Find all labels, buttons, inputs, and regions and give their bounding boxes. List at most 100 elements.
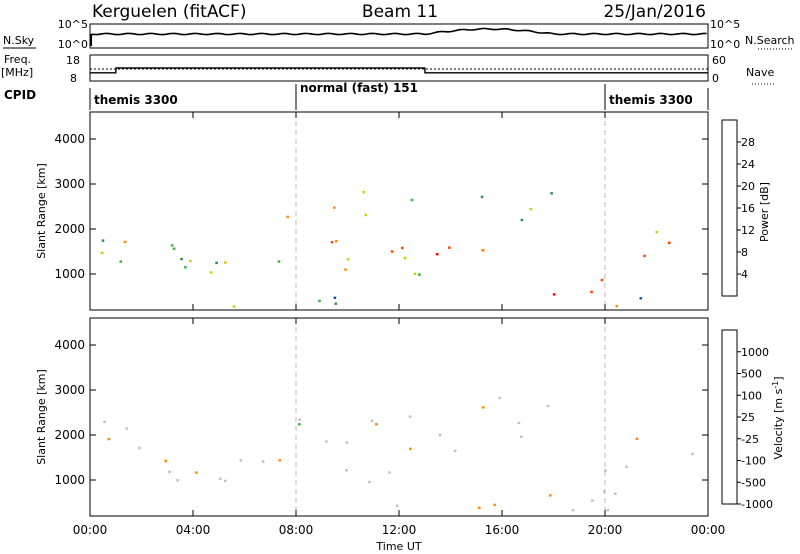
nave-label: Nave (746, 66, 774, 79)
echo-cell (448, 246, 451, 249)
echo-cell (368, 480, 371, 484)
power-colorbar-label: 8 (741, 246, 748, 259)
freq-tick-top: 18 (66, 54, 80, 67)
time-tick-label: 16:00 (485, 523, 520, 537)
echo-cell (189, 259, 192, 263)
freq-tick-bottom: 8 (70, 72, 77, 85)
power-colorbar-label: 28 (741, 136, 755, 149)
echo-cell (552, 293, 556, 296)
echo-cell (668, 241, 671, 244)
echo-cell (396, 504, 399, 508)
echo-cell (100, 251, 104, 254)
nsky-tick-top: 10^5 (58, 18, 88, 31)
power-ytick-label: 1000 (54, 267, 85, 281)
echo-cell (571, 509, 575, 512)
velocity-ytick-label: 1000 (54, 473, 85, 487)
echo-cell (278, 459, 282, 462)
echo-cell (548, 494, 552, 497)
velocity-background (90, 318, 708, 516)
velocity-colorbar-label: 500 (741, 368, 762, 381)
power-colorbar-label: 4 (741, 268, 748, 281)
echo-cell (184, 266, 187, 269)
cpid-segment-label: themis 3300 (94, 93, 178, 107)
echo-cell (345, 441, 349, 444)
velocity-colorbar-label: -100 (741, 455, 766, 468)
echo-cell (119, 260, 123, 263)
echo-cell (403, 256, 407, 260)
echo-cell (498, 396, 501, 400)
echo-cell (107, 437, 111, 441)
velocity-colorbar-label: 25 (741, 411, 755, 424)
echo-cell (345, 469, 348, 472)
echo-cell (604, 469, 607, 472)
beam-title: Beam 11 (362, 2, 438, 22)
station-title: Kerguelen (fitACF) (92, 2, 246, 22)
echo-cell (362, 190, 365, 194)
velocity-colorbar-label: 1000 (741, 346, 769, 359)
echo-cell (401, 246, 404, 250)
power-colorbar-frame (721, 119, 738, 297)
echo-cell (520, 435, 523, 438)
power-colorbar-label: 24 (741, 158, 755, 171)
echo-cell (215, 261, 218, 265)
velocity-ytick-label: 2000 (54, 428, 85, 442)
echo-cell (375, 423, 378, 426)
velocity-colorbar-title: Velocity [m s-1] (771, 376, 786, 459)
echo-cell (103, 420, 106, 423)
echo-cell (176, 479, 179, 482)
echo-cell (195, 471, 198, 474)
velocity-ylabel: Slant Range [km] (35, 369, 48, 465)
echo-cell (410, 198, 414, 202)
echo-cell (606, 509, 610, 512)
power-colorbar-label: 20 (741, 180, 755, 193)
echo-cell (591, 499, 594, 502)
nsearch-tick-top: 10^5 (710, 18, 740, 31)
echo-cell (180, 257, 183, 261)
echo-cell (643, 254, 646, 258)
time-tick-label: 12:00 (382, 523, 417, 537)
echo-cell (546, 404, 550, 408)
echo-cell (101, 239, 105, 242)
echo-cell (529, 207, 533, 211)
echo-cell (209, 271, 213, 274)
echo-cell (481, 248, 484, 252)
echo-cell (333, 296, 337, 299)
echo-cell (655, 230, 659, 234)
freq-unit: [MHz] (1, 66, 33, 79)
nsky-panel-frame (89, 23, 709, 49)
echo-cell (435, 253, 439, 256)
echo-cell (170, 244, 174, 247)
echo-cell (408, 415, 412, 418)
echo-cell (600, 278, 604, 282)
velocity-colorbar-label: -25 (741, 433, 759, 446)
power-background (90, 112, 708, 310)
echo-cell (413, 272, 417, 275)
cpid-segment-label: themis 3300 (609, 93, 693, 107)
frequency-line (90, 67, 708, 74)
power-colorbar-label: 12 (741, 224, 755, 237)
velocity-ytick-label: 3000 (54, 383, 85, 397)
echo-cell (603, 490, 606, 493)
nsky-label: N.Sky (3, 34, 35, 47)
echo-cell (635, 437, 639, 440)
echo-cell (239, 459, 243, 462)
time-tick-label: 04:00 (176, 523, 211, 537)
velocity-echoes (103, 396, 694, 512)
echo-cell (482, 406, 485, 409)
power-echoes (100, 190, 671, 308)
nsearch-tick-bottom: 10^0 (710, 38, 740, 51)
echo-cell (520, 218, 524, 222)
date-title: 25/Jan/2016 (603, 2, 706, 22)
velocity-colorbar-label: 100 (741, 389, 762, 402)
echo-cell (390, 250, 394, 253)
echo-cell (277, 260, 281, 263)
echo-cell (478, 506, 481, 509)
echo-cell (261, 460, 265, 463)
echo-cell (218, 477, 222, 480)
freq-label: Freq. (4, 53, 31, 66)
echo-cell (298, 418, 301, 421)
echo-cell (438, 434, 442, 437)
echo-cell (224, 261, 227, 264)
echo-cell (453, 449, 457, 452)
